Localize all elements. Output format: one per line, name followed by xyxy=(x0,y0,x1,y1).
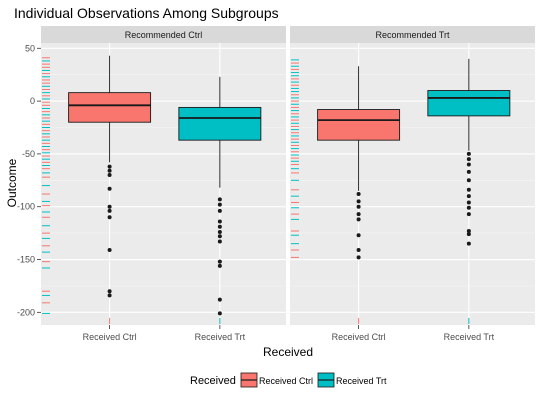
box-iqr xyxy=(178,106,262,141)
outlier-point xyxy=(107,293,112,298)
outlier-point xyxy=(466,241,471,246)
outlier-point xyxy=(466,169,471,174)
outlier-point xyxy=(217,230,222,235)
x-tick-label: Received Ctrl xyxy=(83,332,137,342)
legend: Received Received Ctrl Received Trt xyxy=(190,372,387,388)
boxplot-received-trt xyxy=(427,58,511,324)
outlier-point xyxy=(217,259,222,264)
outlier-point xyxy=(217,219,222,224)
x-tick-label: Received Trt xyxy=(195,332,246,342)
legend-label: Received Trt xyxy=(336,376,387,386)
outlier-point xyxy=(217,197,222,202)
outlier-point xyxy=(107,204,112,209)
outlier-point xyxy=(466,151,471,156)
outlier-point xyxy=(217,263,222,268)
x-axis-title: Received xyxy=(263,345,313,359)
outlier-point xyxy=(466,200,471,205)
outlier-point xyxy=(107,248,112,253)
outlier-point xyxy=(107,208,112,213)
outlier-point xyxy=(466,194,471,199)
boxplot-received-ctrl xyxy=(68,55,152,324)
panel-1: Recommended Ctrl Received Ctrl Received Tr… xyxy=(41,26,286,342)
outlier-point xyxy=(356,248,361,253)
chart-title: Individual Observations Among Subgroups xyxy=(14,5,279,21)
y-tick-label: -150 xyxy=(17,255,35,265)
outlier-point xyxy=(466,162,471,167)
facet-strip-label: Recommended Trt xyxy=(375,30,450,40)
outlier-point xyxy=(356,212,361,217)
outlier-point xyxy=(107,186,112,191)
outlier-point xyxy=(356,233,361,238)
box-iqr xyxy=(68,92,152,123)
panel-background xyxy=(290,43,535,325)
outlier-point xyxy=(217,224,222,229)
outlier-point xyxy=(107,289,112,294)
y-tick-label: -50 xyxy=(22,149,35,159)
y-tick-label: -100 xyxy=(17,202,35,212)
x-tick-label: Received Ctrl xyxy=(332,332,386,342)
outlier-point xyxy=(466,178,471,183)
boxplot-received-trt xyxy=(178,76,262,324)
panel-background xyxy=(41,43,286,325)
facet-strip-label: Recommended Ctrl xyxy=(125,30,203,40)
y-tick-label: 50 xyxy=(25,43,35,53)
outlier-point xyxy=(466,187,471,192)
legend-entry-received-ctrl: Received Ctrl xyxy=(240,372,313,388)
y-axis-title: Outcome xyxy=(5,158,19,207)
outlier-point xyxy=(466,157,471,162)
box-iqr xyxy=(427,90,511,117)
outlier-point xyxy=(466,232,471,237)
outlier-point xyxy=(466,205,471,210)
legend-label: Received Ctrl xyxy=(259,376,313,386)
outlier-point xyxy=(107,168,112,173)
outlier-point xyxy=(356,255,361,260)
x-tick-label: Received Trt xyxy=(444,332,495,342)
outlier-point xyxy=(356,204,361,209)
outlier-point xyxy=(356,199,361,204)
outlier-point xyxy=(356,192,361,197)
outlier-point xyxy=(107,164,112,169)
outlier-point xyxy=(217,311,222,316)
outlier-point xyxy=(217,208,222,213)
y-tick-label: -200 xyxy=(17,307,35,317)
outlier-point xyxy=(107,215,112,220)
outlier-point xyxy=(466,229,471,233)
outlier-point xyxy=(107,173,112,178)
facet-strip xyxy=(290,26,535,43)
panel-2: Recommended Trt Received Ctrl Received Trt xyxy=(290,26,535,342)
panels: 50 0 -50 -100 -150 -200 Recommended Ctrl Receiv… xyxy=(17,26,535,342)
legend-title: Received xyxy=(190,375,236,387)
box-iqr xyxy=(317,109,401,141)
legend-entry-received-trt: Received Trt xyxy=(317,372,387,388)
outlier-point xyxy=(217,239,222,244)
outlier-point xyxy=(217,297,222,302)
outlier-point xyxy=(466,212,471,217)
facet-strip xyxy=(41,26,286,43)
outlier-point xyxy=(217,202,222,207)
y-tick-label: 0 xyxy=(30,96,35,106)
outlier-point xyxy=(217,234,222,239)
outlier-point xyxy=(356,217,361,222)
boxplot-received-ctrl xyxy=(317,66,401,324)
